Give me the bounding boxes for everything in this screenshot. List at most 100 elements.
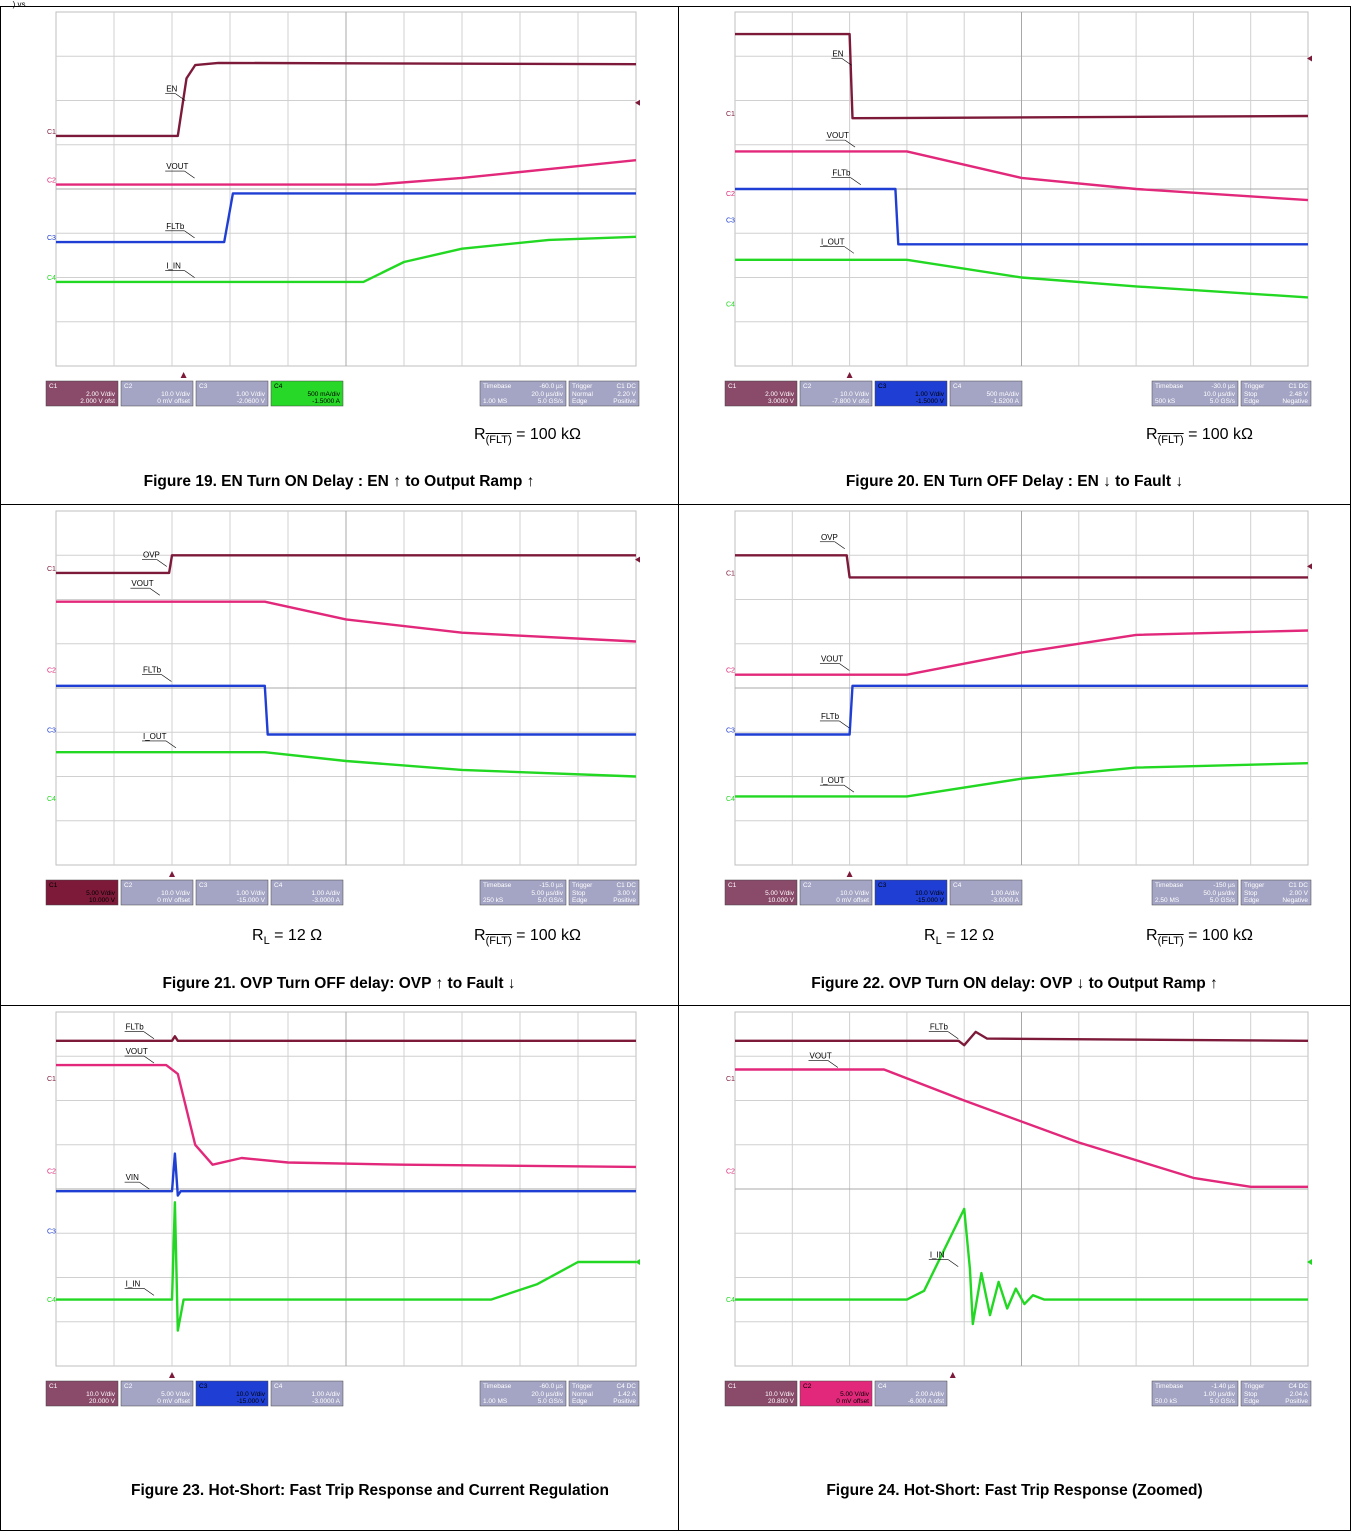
trigger-box (1240, 380, 1312, 407)
trigger-mode: Stop (1244, 1391, 1258, 1398)
timebase-box (479, 879, 567, 906)
label-leader (839, 720, 850, 729)
label-leader (156, 559, 167, 567)
series-trace (735, 1068, 1308, 1188)
channel-scale: 5.00 V/div (840, 1391, 870, 1398)
trigger-box (568, 1380, 640, 1407)
trigger-level: 2.20 V (617, 391, 636, 398)
channel-box (799, 1380, 873, 1407)
channel-name: C3 (878, 882, 887, 889)
label-leader (850, 177, 861, 185)
channel-name: C2 (124, 882, 133, 889)
channel-scale: 1.00 A/div (990, 890, 1019, 897)
figure-caption: Figure 24. Hot-Short: Fast Trip Response… (826, 1482, 1203, 1499)
series-label: I_IN (930, 1251, 945, 1260)
series-trace (56, 751, 637, 778)
series-label: FLTb (143, 666, 162, 675)
timebase-rate: 5.0 GS/s (538, 1398, 564, 1405)
timebase-delay: -30.0 µs (1211, 383, 1235, 390)
channel-name: C1 (728, 882, 737, 889)
channel-offset: -3.0000 A (312, 1398, 340, 1405)
channel-name: C4 (953, 383, 962, 390)
channel-scale: 10.0 V/div (236, 1391, 266, 1398)
label-leader (948, 1031, 959, 1039)
channel-name: C4 (274, 1383, 283, 1390)
trigger-type: Edge (1244, 897, 1260, 904)
channel-offset: 0 mV offset (836, 1398, 869, 1405)
trigger-label: Trigger (572, 383, 593, 390)
timebase-rate: 5.0 GS/s (1210, 398, 1236, 405)
channel-box (874, 380, 948, 407)
label-leader (149, 587, 160, 596)
channel-name: C2 (124, 1383, 133, 1390)
channel-box (949, 380, 1023, 407)
series-label: OVP (143, 550, 160, 559)
trigger-level-marker (635, 556, 640, 563)
channel-offset: -15.000 V (237, 897, 266, 904)
trigger-box (1240, 879, 1312, 906)
trigger-source: C1 DC (616, 383, 636, 390)
timebase-delay: -1.40 µs (1211, 1383, 1235, 1390)
series-label: OVP (821, 533, 838, 542)
channel-offset: 10.000 V (89, 897, 116, 904)
timebase-scale: 20.0 µs/div (531, 391, 563, 398)
channel-scale: 5.00 V/div (86, 890, 116, 897)
trigger-level-marker (635, 99, 640, 106)
timebase-rate: 5.0 GS/s (538, 897, 564, 904)
channel-box (724, 879, 798, 906)
label-leader (827, 1060, 839, 1068)
series-trace (735, 258, 1309, 299)
timebase-scale: 10.0 µs/div (1203, 391, 1235, 398)
channel-box (799, 879, 873, 906)
label-leader (841, 58, 852, 66)
series-label: I_IN (166, 262, 181, 271)
channel-label: C4 (726, 796, 735, 803)
series-label: VIN (126, 1173, 140, 1182)
figure-caption: Figure 21. OVP Turn OFF delay: OVP ↑ to … (162, 975, 516, 992)
series-trace (735, 684, 1308, 736)
trigger-slope: Positive (1285, 1398, 1308, 1405)
channel-box (195, 1380, 269, 1407)
trigger-label: Trigger (1244, 1383, 1265, 1390)
trigger-level-marker (1307, 55, 1312, 62)
channel-name: C1 (728, 1383, 737, 1390)
label-leader (161, 674, 172, 682)
channel-offset: 0 mV offset (157, 1398, 190, 1405)
channel-offset: 20.000 V (89, 1398, 116, 1405)
channel-name: C2 (803, 383, 812, 390)
trigger-source: C1 DC (1288, 383, 1308, 390)
trigger-marker (846, 372, 853, 378)
series-trace (735, 1030, 1309, 1047)
channel-name: C2 (124, 383, 133, 390)
timebase-rate: 5.0 GS/s (538, 398, 564, 405)
channel-label: C2 (726, 191, 735, 198)
label-leader (843, 784, 855, 793)
channel-box (120, 879, 194, 906)
channel-label: C3 (47, 727, 56, 734)
grid-rule (0, 6, 1, 1531)
channel-box (45, 380, 119, 407)
trigger-label: Trigger (1244, 383, 1265, 390)
timebase-label: Timebase (483, 383, 512, 390)
channel-name: C3 (199, 1383, 208, 1390)
channel-box (45, 879, 119, 906)
channel-name: C1 (728, 383, 737, 390)
channel-offset: 2.000 V ofst (80, 398, 115, 405)
channel-name: C4 (274, 882, 283, 889)
channel-label: C1 (47, 566, 56, 573)
timebase-samples: 2.50 MS (1155, 897, 1180, 904)
channel-label: C1 (47, 1076, 56, 1083)
channel-label: C1 (726, 570, 735, 577)
series-label: FLTb (832, 169, 851, 178)
label-leader (143, 1288, 155, 1296)
channel-scale: 10.0 V/div (765, 1391, 795, 1398)
figure-caption: Figure 19. EN Turn ON Delay : EN ↑ to Ou… (143, 473, 535, 490)
series-trace (735, 187, 1308, 246)
series-label: I_OUT (143, 732, 167, 741)
trigger-slope: Negative (1282, 398, 1308, 405)
timebase-label: Timebase (1155, 1383, 1184, 1390)
figure-24: C1 C2 C4 FLTb VOUT I_IN C1 10.0 V/div 20.800 V C2… (679, 1006, 1350, 1530)
trigger-level-marker (1307, 1259, 1312, 1266)
channel-scale: 10.0 V/div (840, 391, 870, 398)
